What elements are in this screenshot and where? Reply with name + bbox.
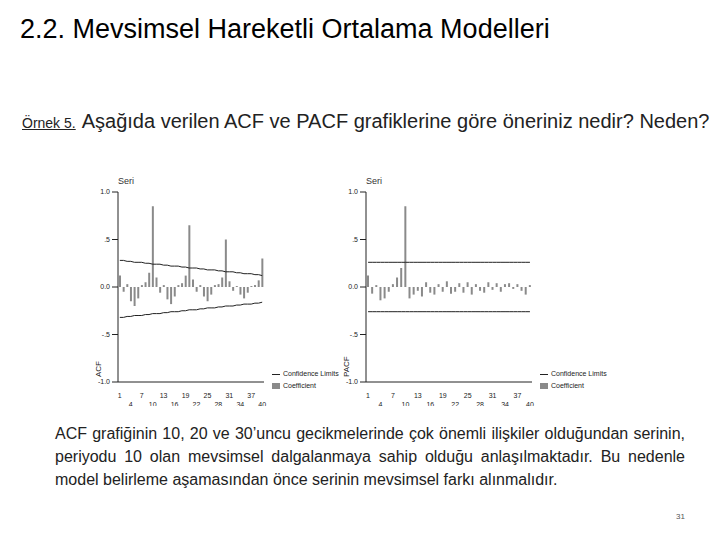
svg-text:31: 31	[225, 392, 233, 399]
svg-text:.5: .5	[104, 236, 110, 243]
svg-text:40: 40	[526, 401, 534, 406]
svg-text:31: 31	[489, 392, 497, 399]
svg-text:16: 16	[426, 401, 434, 406]
svg-text:22: 22	[451, 401, 459, 406]
svg-text:25: 25	[464, 392, 472, 399]
svg-text:19: 19	[182, 392, 190, 399]
html-text:Coefficient: Coefficient	[283, 382, 316, 389]
svg-text:34: 34	[236, 401, 244, 406]
svg-text:22: 22	[193, 401, 201, 406]
svg-text:10: 10	[402, 401, 410, 406]
svg-text:ACF: ACF	[94, 361, 103, 377]
svg-text:13: 13	[160, 392, 168, 399]
svg-text:37: 37	[247, 392, 255, 399]
html-text:31: 31	[676, 512, 685, 521]
svg-text:13: 13	[414, 392, 422, 399]
svg-text:19: 19	[439, 392, 447, 399]
svg-text:37: 37	[514, 392, 522, 399]
svg-text:-.5: -.5	[350, 331, 358, 338]
svg-text:4: 4	[379, 401, 383, 406]
svg-text:7: 7	[391, 392, 395, 399]
svg-text:34: 34	[501, 401, 509, 406]
svg-text:1: 1	[118, 392, 122, 399]
svg-text:PACF: PACF	[342, 356, 351, 377]
svg-text:1.0: 1.0	[100, 188, 110, 195]
svg-text:1: 1	[366, 392, 370, 399]
html-text:Örnek 5. Aşağıda verilen ACF v: Örnek 5. Aşağıda verilen ACF ve PACF gra…	[22, 110, 710, 132]
svg-text:40: 40	[258, 401, 266, 406]
svg-text:1.0: 1.0	[348, 188, 358, 195]
svg-text:4: 4	[129, 401, 133, 406]
svg-text:7: 7	[140, 392, 144, 399]
html-text:Seri: Seri	[366, 176, 382, 186]
html-text:Seri: Seri	[118, 176, 134, 186]
html-text:Coefficient: Coefficient	[551, 382, 584, 389]
html-text:2.2. Mevsimsel Hareketli Ortal: 2.2. Mevsimsel Hareketli Ortalama Modell…	[20, 14, 550, 44]
svg-text:-.5: -.5	[102, 331, 110, 338]
svg-text:.5: .5	[352, 236, 358, 243]
svg-text:28: 28	[214, 401, 222, 406]
html-text:Confidence Limits: Confidence Limits	[551, 370, 607, 377]
svg-text:16: 16	[171, 401, 179, 406]
svg-text:25: 25	[204, 392, 212, 399]
html-text:ACF grafiğinin 10, 20 ve 30’un: ACF grafiğinin 10, 20 ve 30’uncu gecikme…	[55, 425, 685, 488]
svg-text:0.0: 0.0	[100, 283, 110, 290]
svg-text:-1.0: -1.0	[346, 378, 358, 385]
svg-text:10: 10	[149, 401, 157, 406]
svg-text:0.0: 0.0	[348, 283, 358, 290]
svg-text:28: 28	[476, 401, 484, 406]
html-text:Confidence Limits: Confidence Limits	[283, 370, 339, 377]
svg-text:-1.0: -1.0	[98, 378, 110, 385]
